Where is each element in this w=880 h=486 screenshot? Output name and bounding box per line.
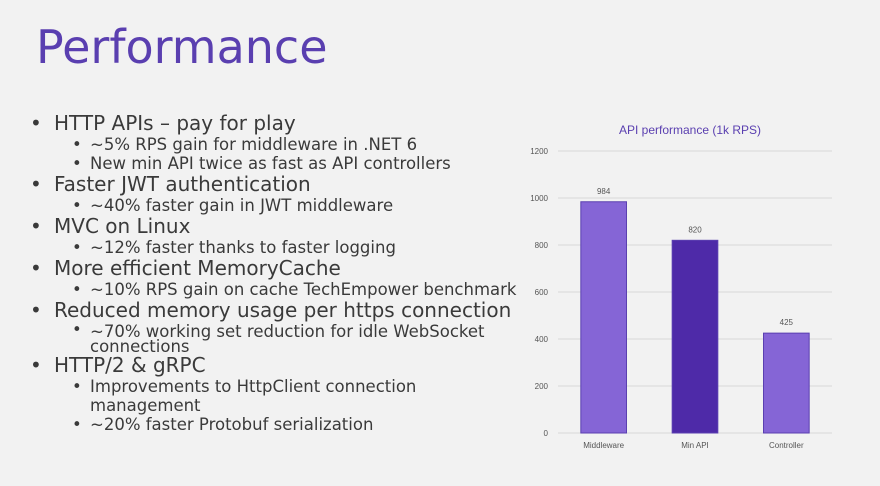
sub-bullet: Improvements to HttpClient connection ma… xyxy=(54,377,530,415)
sub-bullet: ~40% faster gain in JWT middleware xyxy=(54,196,530,215)
x-tick-label: Middleware xyxy=(583,441,624,450)
y-tick-label: 200 xyxy=(535,382,549,391)
sub-list: Improvements to HttpClient connection ma… xyxy=(54,377,530,434)
sub-bullet: ~10% RPS gain on cache TechEmpower bench… xyxy=(54,280,530,299)
bullet-memorycache: More efficient MemoryCache ~10% RPS gain… xyxy=(30,256,530,300)
sub-bullet: ~5% RPS gain for middleware in .NET 6 xyxy=(54,135,530,154)
bullet-text: HTTP APIs – pay for play xyxy=(54,111,296,135)
y-tick-label: 400 xyxy=(535,335,549,344)
x-tick-label: Controller xyxy=(769,441,804,450)
sub-bullet: ~12% faster thanks to faster logging xyxy=(54,238,530,257)
data-label: 425 xyxy=(780,318,794,327)
bullet-text: HTTP/2 & gRPC xyxy=(54,353,206,377)
bullet-list: HTTP APIs – pay for play ~5% RPS gain fo… xyxy=(30,111,530,435)
y-tick-label: 600 xyxy=(535,288,549,297)
bullet-http2-grpc: HTTP/2 & gRPC Improvements to HttpClient… xyxy=(30,353,530,435)
sub-list: ~70% working set reduction for idle WebS… xyxy=(54,322,530,355)
y-tick-label: 1200 xyxy=(530,147,548,156)
bullet-mvc-linux: MVC on Linux ~12% faster thanks to faste… xyxy=(30,214,530,258)
bar xyxy=(580,201,627,434)
sub-bullet: ~70% working set reduction for idle WebS… xyxy=(54,322,530,355)
sub-bullet: New min API twice as fast as API control… xyxy=(54,154,530,173)
y-tick-label: 800 xyxy=(535,241,549,250)
sub-list: ~10% RPS gain on cache TechEmpower bench… xyxy=(54,280,530,299)
bar xyxy=(671,239,719,434)
bullet-text: MVC on Linux xyxy=(54,214,191,238)
data-label: 984 xyxy=(597,187,611,196)
bullet-http-apis: HTTP APIs – pay for play ~5% RPS gain fo… xyxy=(30,111,530,174)
bullet-memory-usage: Reduced memory usage per https connectio… xyxy=(30,298,530,355)
bullet-jwt: Faster JWT authentication ~40% faster ga… xyxy=(30,172,530,216)
sub-list: ~12% faster thanks to faster logging xyxy=(54,238,530,257)
sub-list: ~40% faster gain in JWT middleware xyxy=(54,196,530,215)
data-label: 820 xyxy=(688,225,702,234)
bullet-text: Faster JWT authentication xyxy=(54,172,311,196)
chart-container: API performance (1k RPS) 0 200 400 600 800 100… xyxy=(520,115,850,455)
bar xyxy=(763,332,810,434)
bullet-text: Reduced memory usage per https connectio… xyxy=(54,298,512,322)
bullet-text: More efficient MemoryCache xyxy=(54,256,341,280)
y-tick-label: 1000 xyxy=(530,194,548,203)
chart-title: API performance (1k RPS) xyxy=(619,123,761,137)
bar-chart: API performance (1k RPS) 0 200 400 600 800 100… xyxy=(530,123,832,450)
sub-list: ~5% RPS gain for middleware in .NET 6 Ne… xyxy=(54,135,530,173)
x-tick-label: Min API xyxy=(681,441,709,450)
y-tick-label: 0 xyxy=(544,429,549,438)
slide-title: Performance xyxy=(36,20,328,74)
sub-bullet: ~20% faster Protobuf serialization xyxy=(54,415,530,434)
